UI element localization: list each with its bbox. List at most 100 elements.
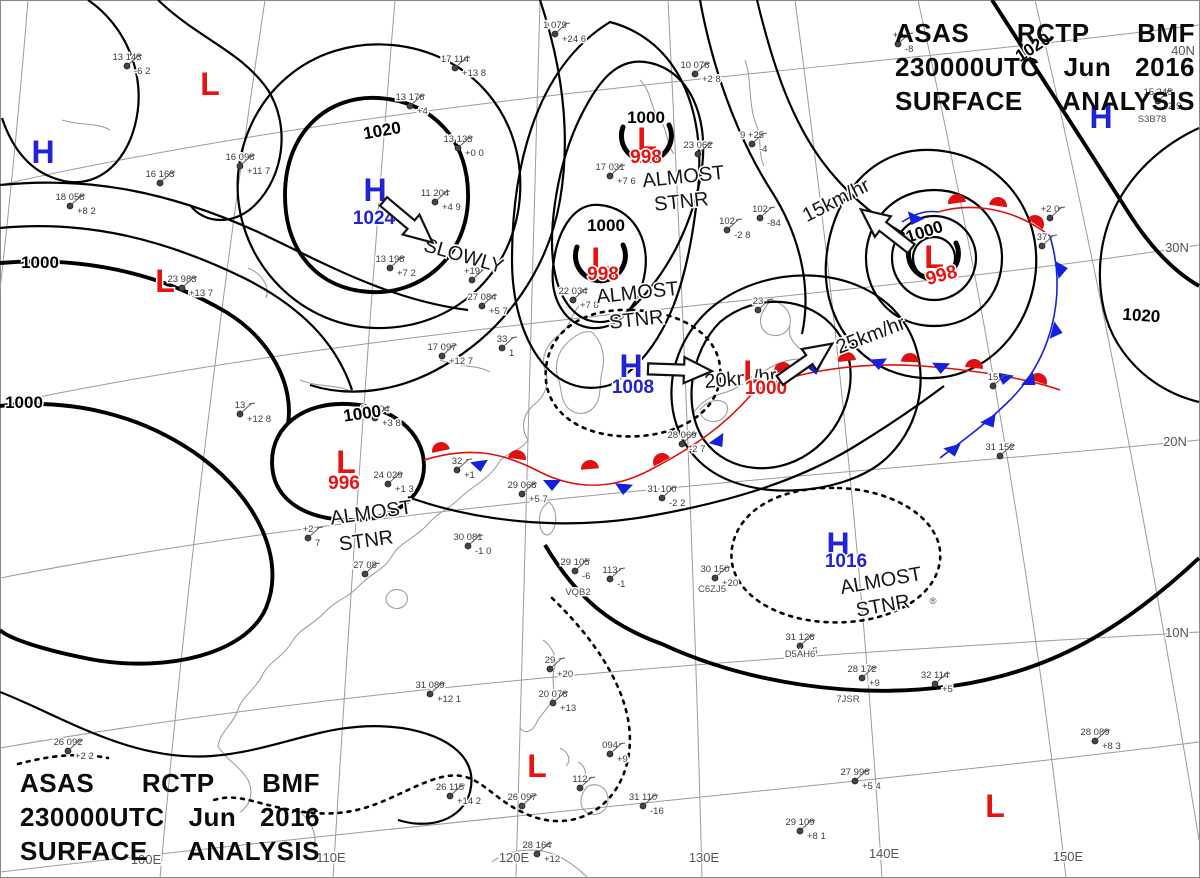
chart-type-word-1: SURFACE <box>895 86 1023 116</box>
ship-id-label: VQB2 <box>565 587 590 598</box>
svg-text:22 034: 22 034 <box>558 286 587 297</box>
station-circle-icon <box>1091 737 1099 745</box>
wind-barb-icon <box>936 672 951 683</box>
svg-text:-2 9: -2 9 <box>1165 101 1181 112</box>
station-plot: 13 198 +7 2 <box>374 253 417 281</box>
title-line-2: 230000UTC Jun 2016 <box>895 50 1195 84</box>
svg-text:10 078: 10 078 <box>680 60 709 71</box>
graticule-label: 110E <box>316 850 346 865</box>
wind-barb-icon <box>753 132 768 143</box>
station-circle-icon <box>478 302 486 310</box>
svg-text:+5: +5 <box>807 646 818 657</box>
station-plot: 29 068 +5 7 <box>506 479 549 507</box>
ship-id-label: S3B78 <box>1138 114 1167 125</box>
station-circle-icon <box>446 792 454 800</box>
svg-text:27 998: 27 998 <box>840 767 869 778</box>
wind-barb-icon <box>391 256 406 267</box>
station-circle-icon <box>533 850 541 858</box>
station-plot: 331 <box>495 333 518 361</box>
pressure-value-label: 998 <box>587 264 619 285</box>
title-block-top-right: ASAS RCTP BMF 230000UTC Jun 2016 SURFACE… <box>895 16 1195 118</box>
isobar-value-label: 1000 <box>5 393 43 412</box>
station-plot: 15 <box>986 371 1009 390</box>
svg-text:16 098: 16 098 <box>225 152 254 163</box>
wind-barb-icon <box>451 784 466 795</box>
station-plot: 13 133 +0 0 <box>442 133 485 161</box>
station-circle-icon <box>894 40 902 48</box>
cold-front-pip <box>869 358 887 370</box>
station-circle-icon <box>678 440 686 448</box>
title-line-1: ASAS RCTP BMF <box>895 16 1195 50</box>
station-circle-icon <box>64 747 72 755</box>
station-plot: 9 +25 -4 <box>738 129 768 157</box>
station-plot: 27 084 +5 7 <box>466 291 509 319</box>
svg-text:18 058: 18 058 <box>55 192 84 203</box>
svg-text:+5 7: +5 7 <box>489 306 508 317</box>
pressure-value-label: 1016 <box>825 551 867 572</box>
svg-text:+2: +2 <box>303 524 314 535</box>
station-circle-icon <box>384 480 392 488</box>
station-plot: 113-1 <box>601 564 627 592</box>
station-circle-icon <box>549 699 557 707</box>
issuing-center: RCTP <box>1016 18 1090 48</box>
station-plot: 29+20 <box>543 654 574 682</box>
station-circle-icon <box>576 784 584 792</box>
warm-front-pip <box>965 359 983 369</box>
low-center-hook-icon <box>905 240 961 282</box>
movement-arrow-icon <box>646 355 715 385</box>
svg-text:-84: -84 <box>767 218 781 229</box>
station-circle-icon <box>858 674 866 682</box>
svg-text:+13 7: +13 7 <box>189 288 213 299</box>
ship-id-label: D5AH6 <box>785 649 816 660</box>
station-circle-icon <box>691 70 699 78</box>
svg-text:26 097: 26 097 <box>507 792 536 803</box>
svg-text:+1 3: +1 3 <box>395 484 414 495</box>
svg-text:28 089: 28 089 <box>1080 727 1109 738</box>
warm-front-pip <box>774 362 792 374</box>
isobar-value-label: 1020 <box>1122 305 1161 327</box>
svg-text:+13 8: +13 8 <box>462 68 486 79</box>
high-pressure-symbol: H <box>31 134 54 170</box>
svg-text:+5: +5 <box>942 684 953 695</box>
svg-text:+11 7: +11 7 <box>247 166 270 177</box>
wind-barb-icon <box>759 298 774 309</box>
wind-barb-icon <box>611 742 626 753</box>
station-circle-icon <box>723 226 731 234</box>
svg-text:17 097: 17 097 <box>427 342 456 353</box>
svg-text:13 143: 13 143 <box>112 52 141 63</box>
svg-text:7: 7 <box>315 538 320 549</box>
station-circle-icon <box>431 198 439 206</box>
svg-text:-16: -16 <box>650 806 664 817</box>
cold-front-pip <box>543 480 561 491</box>
station-circle-icon <box>498 344 506 352</box>
product-code: ASAS <box>895 18 970 48</box>
graticule-label: 140E <box>869 846 900 861</box>
warm-front-pip <box>1027 215 1044 230</box>
wind-barb-icon <box>538 842 553 853</box>
wind-barb-icon <box>856 769 871 780</box>
pressure-value-label: 1008 <box>612 377 654 398</box>
isobar-value-label: 1000 <box>21 253 59 272</box>
station-plot: 13 176 +4 <box>394 91 429 119</box>
svg-text:+4 9: +4 9 <box>442 202 461 213</box>
station-circle-icon <box>371 414 379 422</box>
station-plot: 17 097 +12 7 <box>426 341 475 369</box>
chart-type-word-2: ANALYSIS <box>186 836 320 866</box>
svg-text:+2 0: +2 0 <box>1041 204 1060 215</box>
movement-arrow-icon <box>858 207 917 255</box>
svg-text:24 029: 24 029 <box>373 470 402 481</box>
station-circle-icon <box>386 264 394 272</box>
wind-barb-icon <box>574 288 589 299</box>
wind-barb-icon <box>1043 234 1058 245</box>
wind-barb-icon <box>241 402 256 413</box>
movement-arrow-icon <box>775 342 835 387</box>
wind-barb-icon <box>716 566 731 577</box>
title-line-2: 230000UTC Jun 2016 <box>20 800 320 834</box>
cold-front-pip <box>470 459 488 472</box>
wind-barb-icon <box>523 794 538 805</box>
station-plot: 102-2 8 <box>718 215 752 243</box>
station-plot: 30 081 -1 0 <box>452 531 493 559</box>
ship-id-label: ® <box>930 596 937 607</box>
svg-text:-2 8: -2 8 <box>734 230 750 241</box>
